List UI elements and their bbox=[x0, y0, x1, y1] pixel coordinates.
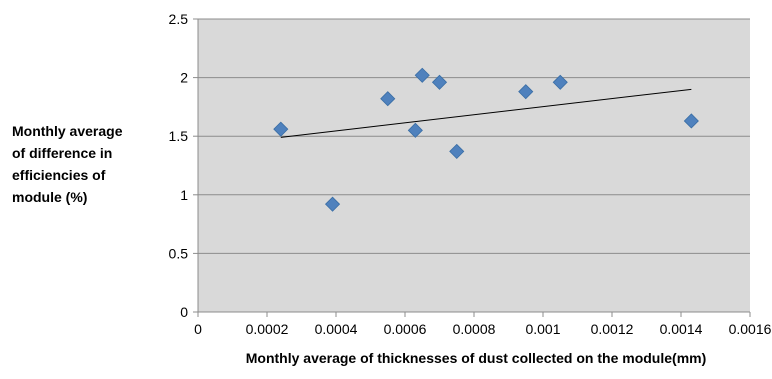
data-point bbox=[552, 74, 568, 90]
y-axis-title-line: efficiencies of bbox=[12, 167, 106, 183]
data-point bbox=[683, 113, 699, 129]
data-point bbox=[414, 67, 430, 83]
y-tick-label: 1.5 bbox=[169, 128, 189, 144]
data-point bbox=[273, 121, 289, 137]
axes bbox=[193, 18, 751, 317]
x-tick-label: 0.0014 bbox=[660, 321, 703, 337]
x-tick-label: 0.0006 bbox=[384, 321, 427, 337]
x-tick-label: 0.0012 bbox=[591, 321, 634, 337]
data-point bbox=[449, 143, 465, 160]
data-point bbox=[380, 91, 396, 107]
x-tick-label: 0 bbox=[194, 321, 202, 337]
data-point bbox=[518, 84, 534, 100]
y-axis-title-line: Monthly average bbox=[12, 123, 123, 139]
y-tick-label: 0 bbox=[180, 304, 188, 320]
y-tick-label: 1 bbox=[180, 187, 188, 203]
y-tick-label: 0.5 bbox=[169, 245, 189, 261]
x-tick-labels: 0 0.0002 0.0004 0.0006 0.0008 0.001 0.0012 0.00… bbox=[194, 321, 772, 337]
trendline bbox=[280, 88, 692, 138]
x-tick-label: 0.0004 bbox=[315, 321, 358, 337]
data-point bbox=[324, 196, 341, 212]
x-tick-label: 0.0016 bbox=[729, 321, 772, 337]
y-tick-label: 2 bbox=[180, 70, 188, 86]
y-tick-labels: 0 0.5 1 1.5 2 2.5 bbox=[169, 11, 189, 320]
data-points bbox=[273, 67, 699, 212]
trendline-group bbox=[280, 88, 692, 138]
y-axis-title: Monthly average of difference in efficienc… bbox=[12, 123, 123, 205]
x-tick-label: 0.0008 bbox=[453, 321, 496, 337]
x-tick-label: 0.001 bbox=[525, 321, 560, 337]
x-axis-title: Monthly average of thicknesses of dust c… bbox=[246, 350, 707, 366]
plot-area bbox=[198, 19, 750, 312]
y-axis-title-line: of difference in bbox=[12, 145, 112, 161]
data-point bbox=[407, 122, 423, 138]
y-axis-title-line: module (%) bbox=[12, 189, 87, 205]
x-tick-label: 0.0002 bbox=[246, 321, 289, 337]
data-point bbox=[431, 74, 448, 90]
y-tick-label: 2.5 bbox=[169, 11, 189, 27]
